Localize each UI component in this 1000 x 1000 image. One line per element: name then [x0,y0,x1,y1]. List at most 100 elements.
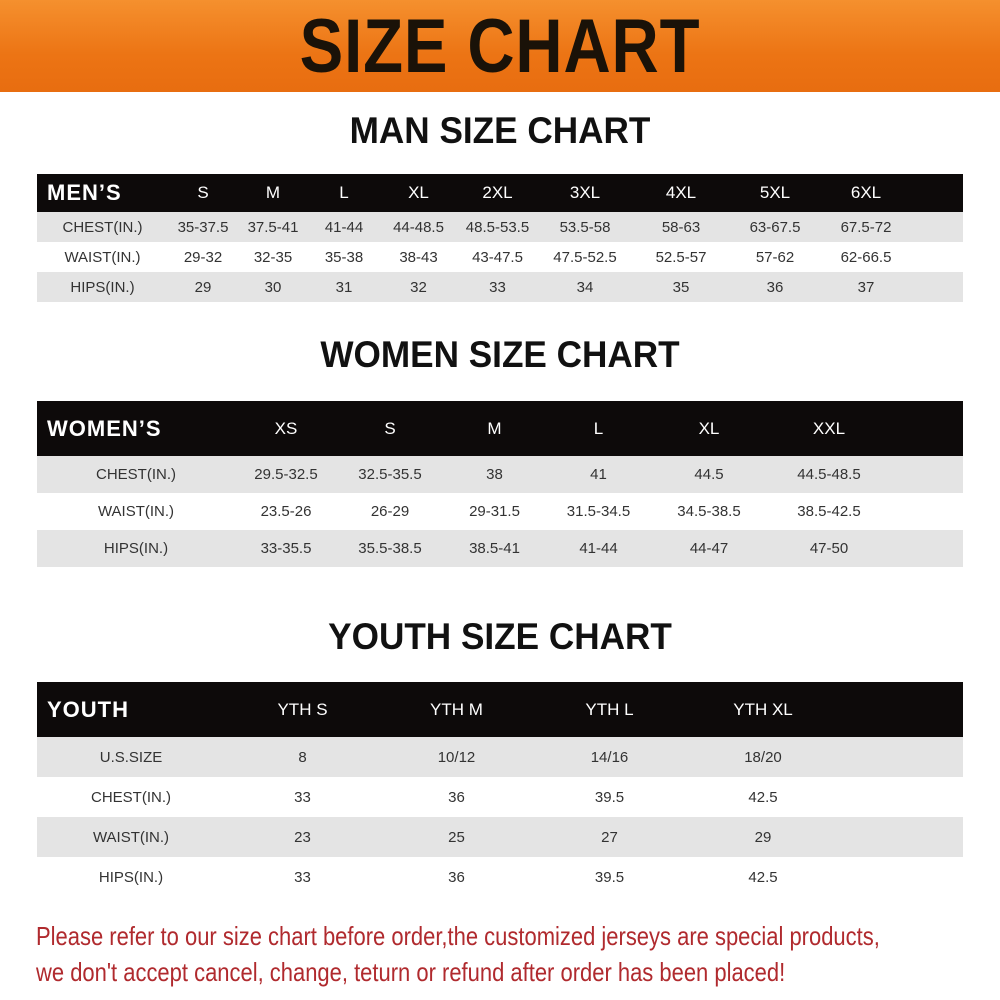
cell: 18/20 [744,748,782,766]
header-row: YOUTH YTH S YTH M YTH L YTH XL [37,682,963,737]
row-label: WAIST(IN.) [92,828,170,846]
disclaimer: Please refer to our size chart before or… [36,918,966,990]
cell: M [265,183,281,202]
cell: 35-38 [324,248,364,266]
cell: YTH L [585,699,634,719]
cell: 3XL [569,183,601,202]
cell: 4XL [665,183,697,202]
banner: SIZE CHART [0,0,1000,92]
cell: 31.5-34.5 [566,503,631,520]
cell: 41-44 [579,540,618,557]
cell: 32-35 [253,248,293,266]
cell: 37.5-41 [247,218,299,236]
table-row: WAIST(IN.) 29-32 32-35 35-38 38-43 43-47.5 47.… [37,242,963,272]
women-title: WOMEN SIZE CHART [320,334,680,375]
table-row: HIPS(IN.) 33-35.5 35.5-38.5 38.5-41 41-44 44-… [37,530,963,567]
cell: M [487,418,502,438]
cell: 58-63 [661,218,701,236]
row-label: WAIST(IN.) [64,248,141,266]
cell: 52.5-57 [655,248,707,266]
cell: 42.5 [748,868,778,886]
cell: 32 [410,278,427,296]
cell: 38.5-42.5 [797,503,861,520]
cell: XL [698,418,720,438]
women-table: WOMEN’S XS S M L XL XXL CHEST(IN.) 29.5-32.5 32.5… [37,401,963,567]
cell: 35 [672,278,690,296]
cell: 44-48.5 [393,218,444,236]
cell: 32.5-35.5 [358,466,422,483]
cell: L [339,183,349,202]
cell: 39.5 [594,868,625,886]
cell: 33-35.5 [260,540,312,557]
row-label: CHEST(IN.) [96,466,176,483]
cell: 34 [576,278,594,296]
cell: XS [274,418,298,438]
cell: 6XL [850,183,882,202]
cell: 25 [448,828,465,846]
cell: 44-47 [689,540,729,557]
cell: YTH M [430,699,483,719]
cell: 39.5 [594,788,625,806]
table-row: CHEST(IN.) 35-37.5 37.5-41 41-44 44-48.5 48.5… [37,212,963,242]
cell: 31 [335,278,353,296]
cell: 43-47.5 [472,248,523,266]
cell: S [384,418,396,438]
cell: 29-31.5 [469,503,520,520]
table-row: WAIST(IN.) 23 25 27 29 [37,817,963,857]
cell: 57-62 [755,248,795,266]
row-label: MEN’S [47,180,122,205]
row-label: HIPS(IN.) [98,868,164,886]
cell: 34.5-38.5 [677,503,741,520]
row-label: WOMEN’S [47,415,162,441]
table-row: CHEST(IN.) 33 36 39.5 42.5 [37,777,963,817]
row-label: CHEST(IN.) [62,218,143,236]
cell: 36 [448,868,465,886]
cell: 23 [294,828,311,846]
cell: 35.5-38.5 [358,540,422,557]
men-title: MAN SIZE CHART [349,110,651,151]
table-row: U.S.SIZE 8 10/12 14/16 18/20 [37,737,963,777]
cell: 33 [489,278,506,296]
cell: 33 [294,868,311,886]
row-label: HIPS(IN.) [70,278,135,296]
cell: 30 [264,278,282,296]
row-label: WAIST(IN.) [97,503,175,520]
cell: 63-67.5 [749,218,801,236]
youth-table: YOUTH YTH S YTH M YTH L YTH XL U.S.SIZE 8 10/12… [37,682,963,897]
cell: YTH S [277,699,328,719]
cell: YTH XL [733,699,793,719]
row-label: HIPS(IN.) [103,540,169,557]
cell: 10/12 [437,748,476,766]
cell: 47-50 [809,540,849,557]
cell: 8 [298,748,307,766]
header-row: WOMEN’S XS S M L XL XXL [37,401,963,456]
table-row: HIPS(IN.) 33 36 39.5 42.5 [37,857,963,897]
header-row: MEN’S S M L XL 2XL 3XL 4XL 5XL 6XL [37,174,963,212]
cell: 29 [194,278,212,296]
cell: 38-43 [399,248,438,266]
cell: 44.5-48.5 [797,466,861,483]
row-label: CHEST(IN.) [91,788,171,806]
cell: 36 [766,278,784,296]
cell: 44.5 [694,466,724,483]
cell: 37 [857,278,875,296]
cell: L [593,418,604,438]
cell: 48.5-53.5 [465,218,530,236]
row-label: YOUTH [47,696,129,722]
cell: 14/16 [590,748,629,766]
cell: 67.5-72 [840,218,892,236]
youth-title: YOUTH SIZE CHART [328,616,672,657]
cell: 38.5-41 [469,540,520,557]
cell: 62-66.5 [840,248,892,266]
cell: 53.5-58 [559,218,611,236]
cell: 29.5-32.5 [254,466,318,483]
row-label: U.S.SIZE [99,748,163,766]
cell: 42.5 [748,788,778,806]
disclaimer-line-1: Please refer to our size chart before or… [36,921,880,951]
cell: 29 [754,828,772,846]
men-table: MEN’S S M L XL 2XL 3XL 4XL 5XL 6XL CHEST(IN.) 35-37… [37,174,963,302]
cell: 41-44 [324,218,364,236]
cell: 41 [590,466,607,483]
table-row: CHEST(IN.) 29.5-32.5 32.5-35.5 38 41 44.5 44.5… [37,456,963,493]
cell: 38 [486,466,503,483]
